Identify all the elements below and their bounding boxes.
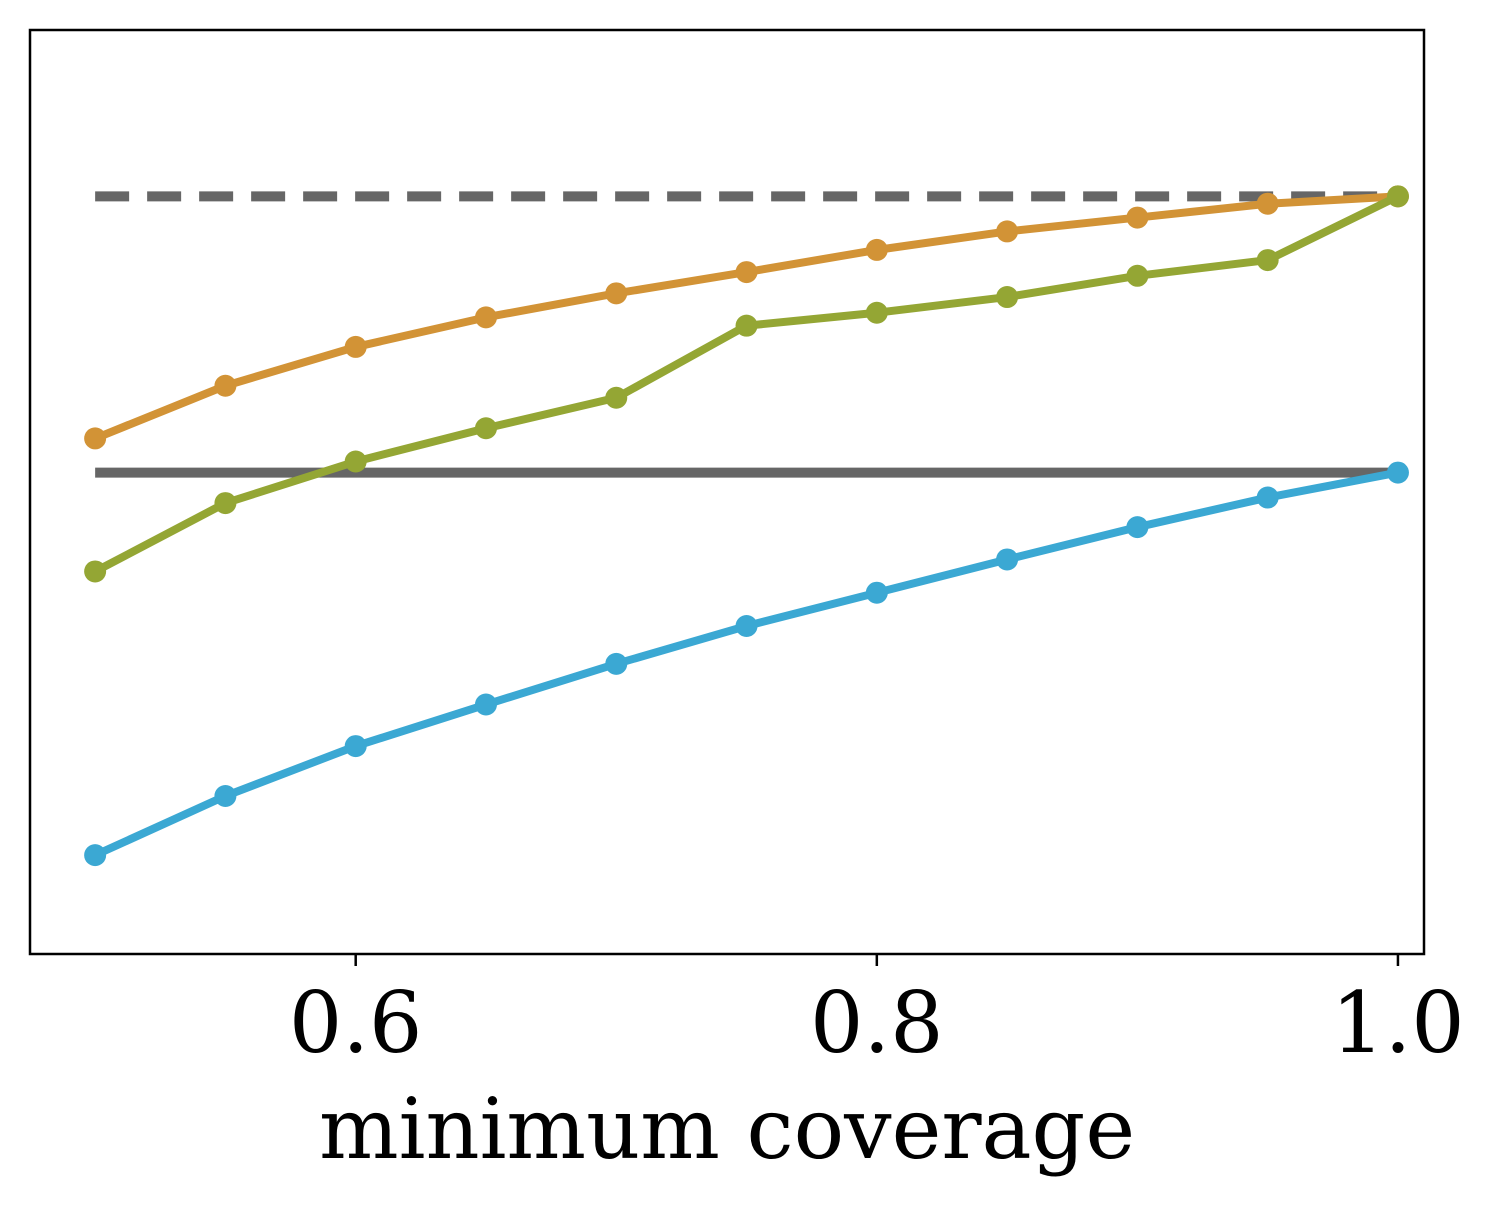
series-2-point [605,386,628,409]
series-1-point [865,238,888,261]
series-1-point [474,306,497,329]
series-2-point [1126,264,1149,287]
series-2-point [214,492,237,515]
series-3-point [996,548,1019,571]
series-1-point [1126,206,1149,229]
series-3-point [735,614,758,637]
series-3-point [1256,486,1279,509]
x-axis: 0.6 0.8 1.0 [289,954,1465,1072]
axes-frame [28,28,1426,956]
series-1-point [84,427,107,450]
series-2-point [1386,185,1409,208]
series-2-point [84,560,107,583]
series-3-point [1386,461,1409,484]
x-axis-label: minimum coverage [319,1080,1135,1178]
series-1-point [214,374,237,397]
series-3-point [344,735,367,758]
series-2-point [1256,249,1279,272]
series-1-point [1256,192,1279,215]
series-1-point [605,282,628,305]
series-1-point [344,335,367,358]
plot-area [84,185,1409,867]
x-tick-label: 1.0 [1331,974,1465,1072]
series-1-point [735,261,758,284]
series-2-point [735,314,758,337]
series-3-point [214,784,237,807]
series-3-point [605,652,628,675]
x-tick-label: 0.6 [289,974,423,1072]
series-3-point [474,693,497,716]
x-tick-label: 0.8 [810,974,944,1072]
series-2-point [996,286,1019,309]
series-3-point [84,844,107,867]
series-line-3 [91,468,1402,860]
series-3-point [865,581,888,604]
series-2-point [865,301,888,324]
series-2-point [474,417,497,440]
series-2-point [344,450,367,473]
series-3-point [1126,516,1149,539]
series-1-point [996,220,1019,243]
